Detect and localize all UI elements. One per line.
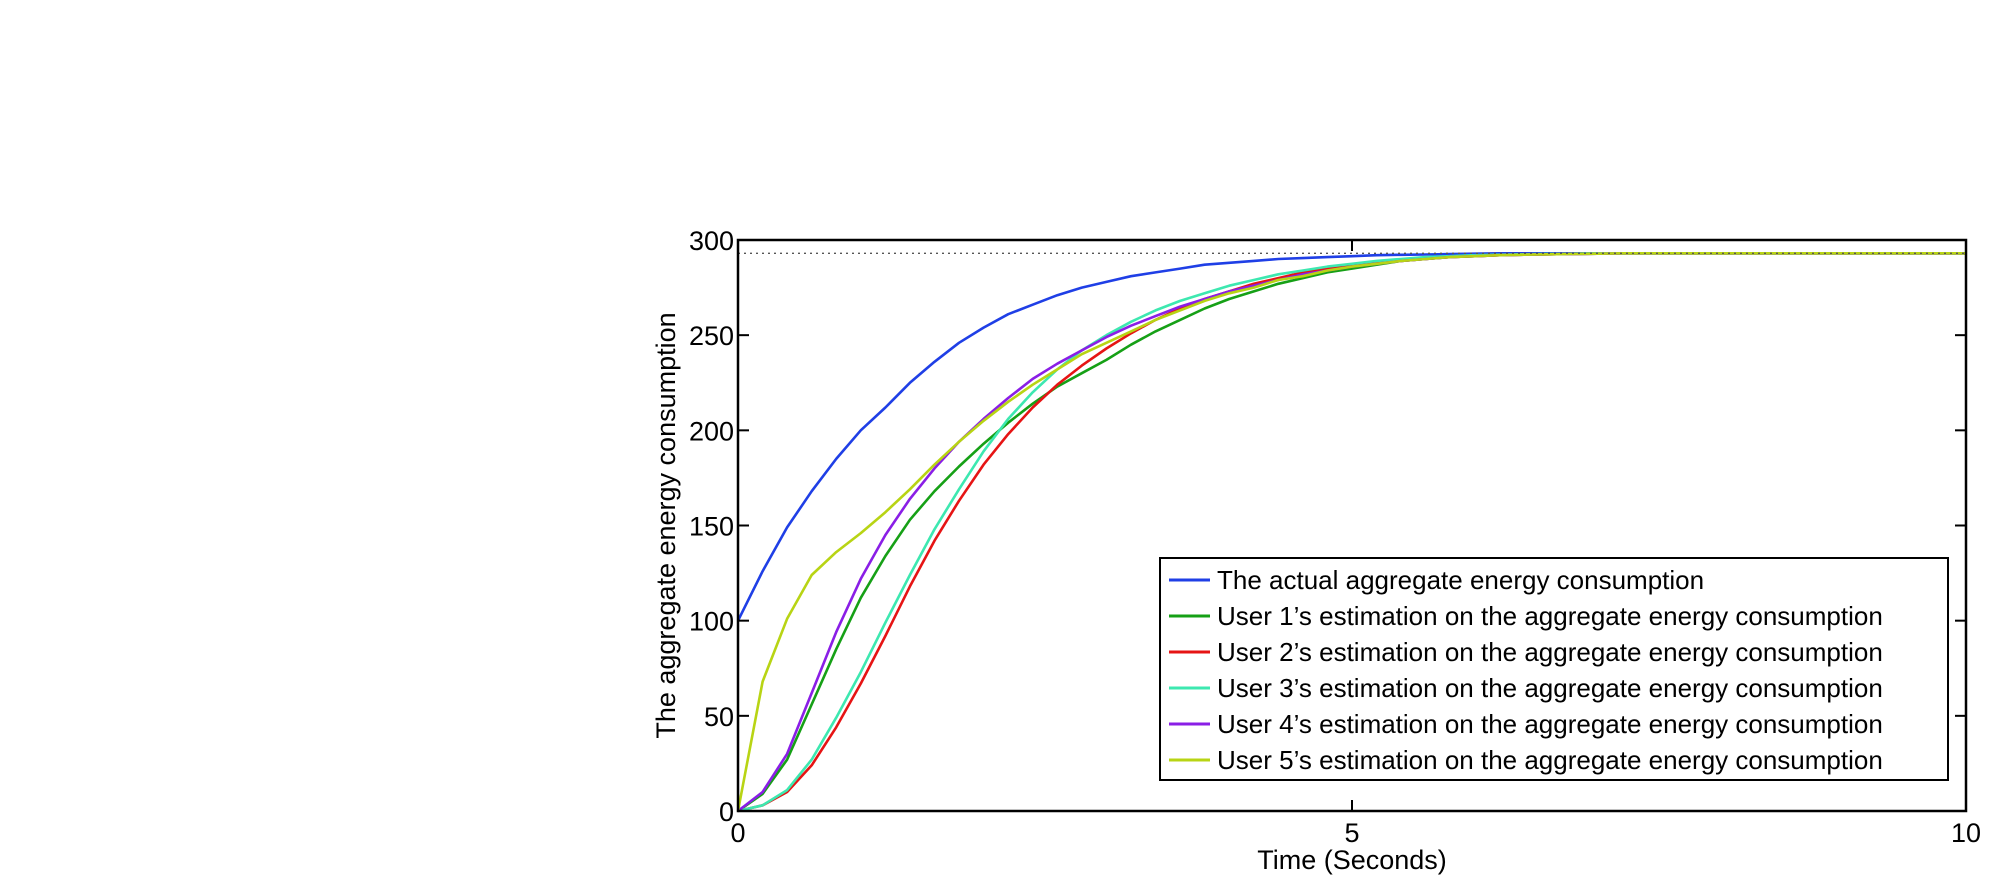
y-tick-label: 200 [689,416,734,446]
legend: The actual aggregate energy consumption U… [1159,557,1949,781]
y-tick-label: 50 [704,702,734,732]
legend-label-6: User 5’s estimation on the aggregate ene… [1217,745,1883,775]
y-tick-label: 0 [719,797,734,827]
legend-label-1: The actual aggregate energy consumption [1217,565,1704,595]
y-axis-label: The aggregate energy consumption [651,312,681,738]
legend-box [1159,557,1949,781]
x-tick-label: 0 [730,818,745,848]
x-axis-label: Time (Seconds) [1257,845,1447,875]
legend-label-2: User 1’s estimation on the aggregate ene… [1217,601,1883,631]
y-tick-label: 300 [689,226,734,256]
y-tick-label: 100 [689,607,734,637]
legend-label-4: User 3’s estimation on the aggregate ene… [1217,673,1883,703]
series-line-6 [736,252,1966,812]
legend-label-3: User 2’s estimation on the aggregate ene… [1217,637,1883,667]
x-tick-label: 10 [1951,818,1981,848]
x-tick-label: 5 [1344,818,1359,848]
series-layer [736,252,1966,813]
legend-label-5: User 4’s estimation on the aggregate ene… [1217,709,1883,739]
y-tick-label: 150 [689,512,734,542]
y-tick-label: 250 [689,321,734,351]
